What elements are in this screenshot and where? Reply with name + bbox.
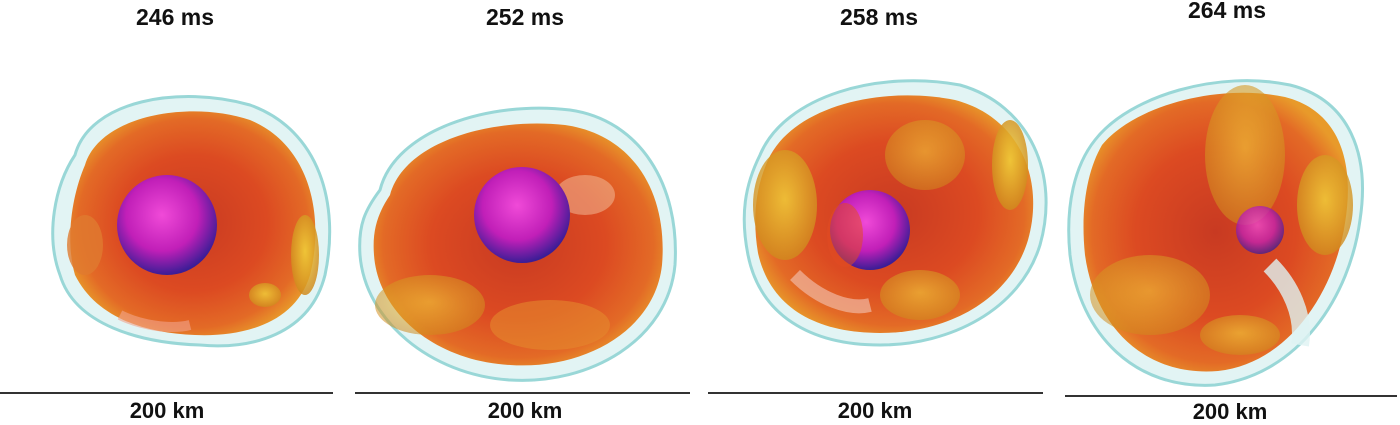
- supernova-render: [51, 95, 332, 348]
- plume: [885, 120, 965, 190]
- plume: [555, 175, 615, 215]
- neutron-star: [1236, 206, 1284, 254]
- plume: [827, 203, 863, 267]
- scale-bar: [0, 392, 333, 394]
- scale-label: 200 km: [129, 398, 205, 423]
- plume: [1205, 85, 1285, 225]
- frame-246ms: 246 ms 200 km: [0, 0, 350, 425]
- plume: [1090, 255, 1210, 335]
- frame-264ms: 264 ms 200 km: [1050, 0, 1400, 425]
- plume: [490, 300, 610, 350]
- time-label: 252 ms: [485, 4, 564, 30]
- scale-label: 200 km: [837, 398, 913, 423]
- plume: [753, 150, 817, 260]
- ejecta-patch: [790, 269, 872, 314]
- plume: [1297, 155, 1353, 255]
- ejecta-patch: [117, 310, 192, 332]
- scale-bar: [1065, 395, 1397, 397]
- frame-258ms: 258 ms 200 km: [700, 0, 1050, 425]
- shock-gap: [1263, 258, 1310, 347]
- plume: [291, 215, 319, 295]
- supernova-render: [358, 106, 677, 382]
- supernova-render: [1067, 79, 1364, 387]
- time-label: 258 ms: [839, 4, 918, 30]
- time-label: 264 ms: [1187, 0, 1266, 23]
- plume: [67, 215, 103, 275]
- time-label: 246 ms: [135, 4, 214, 30]
- scale-bar: [708, 392, 1043, 394]
- scale-bar: [355, 392, 690, 394]
- plume: [375, 275, 485, 335]
- scale-label: 200 km: [487, 398, 563, 423]
- scale-label: 200 km: [1192, 399, 1268, 424]
- plume: [1200, 315, 1280, 355]
- plume: [880, 270, 960, 320]
- neutron-star: [117, 175, 217, 275]
- plume: [249, 283, 281, 307]
- neutron-star: [474, 167, 570, 263]
- supernova-render: [742, 79, 1048, 347]
- frame-252ms: 252 ms 200 km: [350, 0, 700, 425]
- plume: [992, 120, 1028, 210]
